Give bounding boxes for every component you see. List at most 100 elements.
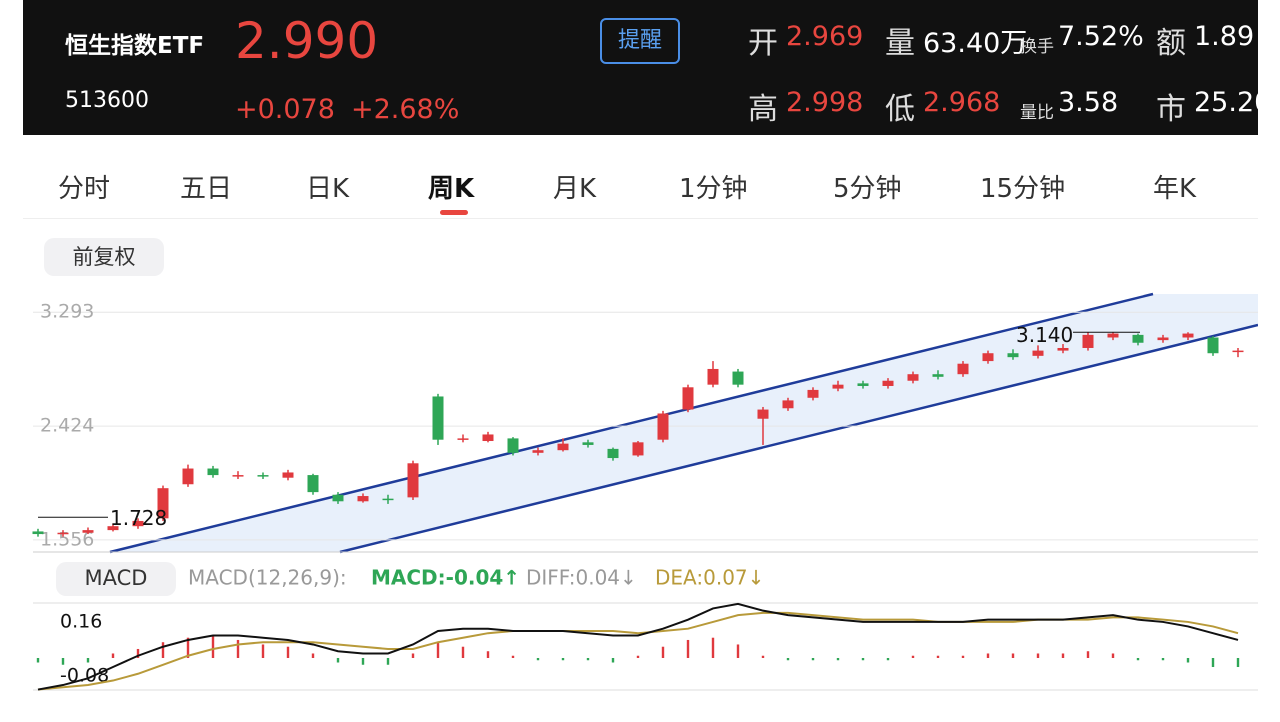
stat-value: 3.58 — [1058, 87, 1119, 118]
macd-bar — [786, 657, 790, 661]
stat-value: 1.89 — [1194, 21, 1255, 52]
candle-body — [632, 442, 644, 456]
candle-body — [457, 438, 469, 440]
macd-bar — [236, 639, 240, 658]
candle-body — [57, 532, 69, 535]
candle-body — [432, 396, 444, 440]
change-pct: +2.68% — [351, 94, 460, 125]
candle-body — [1032, 350, 1044, 356]
macd-bar — [561, 657, 565, 661]
dea-line — [37, 611, 1239, 691]
stat-label: 开 — [748, 26, 778, 61]
macd-bar — [711, 637, 715, 658]
fund-code: 513600 — [65, 88, 149, 113]
stat-label: 量 — [885, 26, 915, 61]
macd-bar — [1186, 657, 1190, 663]
candle-body — [257, 475, 269, 477]
macd-bar — [36, 657, 40, 663]
channel-fill — [110, 294, 1258, 552]
candle-body — [207, 468, 219, 476]
macd-bar — [211, 635, 215, 658]
macd-bar — [811, 657, 815, 661]
macd-bar — [86, 657, 90, 663]
macd-bar — [1136, 657, 1140, 661]
candle-body — [882, 380, 894, 386]
candle-body — [757, 409, 769, 419]
dea-value: DEA:0.07↓ — [655, 566, 764, 590]
candle-body — [682, 387, 694, 410]
macd-bar — [1211, 657, 1215, 668]
candle-body — [1007, 353, 1019, 358]
candle-body — [307, 475, 319, 493]
stat-value: 25.20 — [1194, 87, 1258, 118]
candle-body — [407, 463, 419, 498]
candle-body — [232, 475, 244, 477]
stat-label: 额 — [1156, 26, 1186, 61]
candle-body — [107, 526, 119, 531]
macd-params: MACD(12,26,9): — [188, 566, 347, 590]
price: 2.990 — [235, 12, 379, 70]
stat-value: 2.998 — [786, 87, 864, 118]
macd-bar — [686, 639, 690, 658]
macd-bar — [586, 657, 590, 661]
change: +0.078 — [235, 94, 335, 125]
macd-bar — [386, 657, 390, 665]
macd-badge — [56, 562, 176, 596]
macd-bar — [736, 644, 740, 658]
tab[interactable]: 分时 — [58, 174, 111, 204]
candle-body — [132, 520, 144, 527]
macd-bar — [1236, 657, 1240, 668]
fund-name: 恒生指数ETF — [65, 33, 205, 59]
alert-button[interactable]: 提醒 — [600, 18, 680, 64]
tab[interactable]: 日K — [306, 174, 350, 204]
candle-body — [357, 496, 369, 502]
macd-bar — [111, 653, 115, 658]
candle-body — [932, 374, 944, 377]
candle-body — [732, 371, 744, 385]
macd-bar — [636, 655, 640, 658]
macd-bar — [336, 657, 340, 663]
y-tick-label: 1.556 — [40, 528, 94, 550]
candle-body — [382, 498, 394, 501]
macd-bar — [261, 644, 265, 658]
macd-bar — [761, 655, 765, 658]
candle-body — [907, 374, 919, 381]
macd-tick-label: 0.16 — [60, 610, 102, 632]
candle-body — [282, 472, 294, 478]
candle-body — [1057, 347, 1069, 351]
macd-title: MACD — [85, 566, 148, 590]
macd-bar — [1061, 653, 1065, 658]
tab[interactable]: 年K — [1153, 174, 1197, 204]
period-tabs: 分时 五日 日K 周K 月K 1分钟 5分钟 15分钟 年K — [23, 148, 1258, 219]
macd-bar — [61, 657, 65, 665]
stat-label: 市 — [1156, 92, 1186, 127]
macd-value: MACD:-0.04↑ — [371, 566, 520, 590]
adjust-button[interactable]: 前复权 — [44, 238, 164, 276]
macd-bar — [886, 657, 890, 661]
candle-body — [857, 383, 869, 386]
macd-bar — [661, 646, 665, 658]
tab[interactable]: 1分钟 — [679, 174, 748, 204]
tab[interactable]: 15分钟 — [980, 174, 1066, 204]
candle-body — [32, 531, 44, 535]
candle-body — [957, 363, 969, 375]
macd-bar — [1036, 653, 1040, 658]
macd-bar — [1161, 657, 1165, 661]
candle-body — [1157, 337, 1169, 341]
macd-bar — [961, 655, 965, 658]
candle-body — [657, 413, 669, 440]
candle-body — [607, 448, 619, 459]
macd-bar — [511, 655, 515, 658]
tab[interactable]: 5分钟 — [833, 174, 902, 204]
tab[interactable]: 周K — [428, 174, 475, 204]
candle-body — [1232, 350, 1244, 353]
macd-bar — [186, 637, 190, 658]
macd-bar — [936, 655, 940, 658]
tab[interactable]: 月K — [553, 174, 597, 204]
tab-indicator — [440, 210, 468, 215]
y-tick-label: 2.424 — [40, 415, 94, 437]
macd-bar — [611, 657, 615, 663]
stat-value: 2.968 — [923, 87, 1001, 118]
tab[interactable]: 五日 — [180, 174, 233, 204]
stat-label: 换手 — [1020, 37, 1054, 57]
